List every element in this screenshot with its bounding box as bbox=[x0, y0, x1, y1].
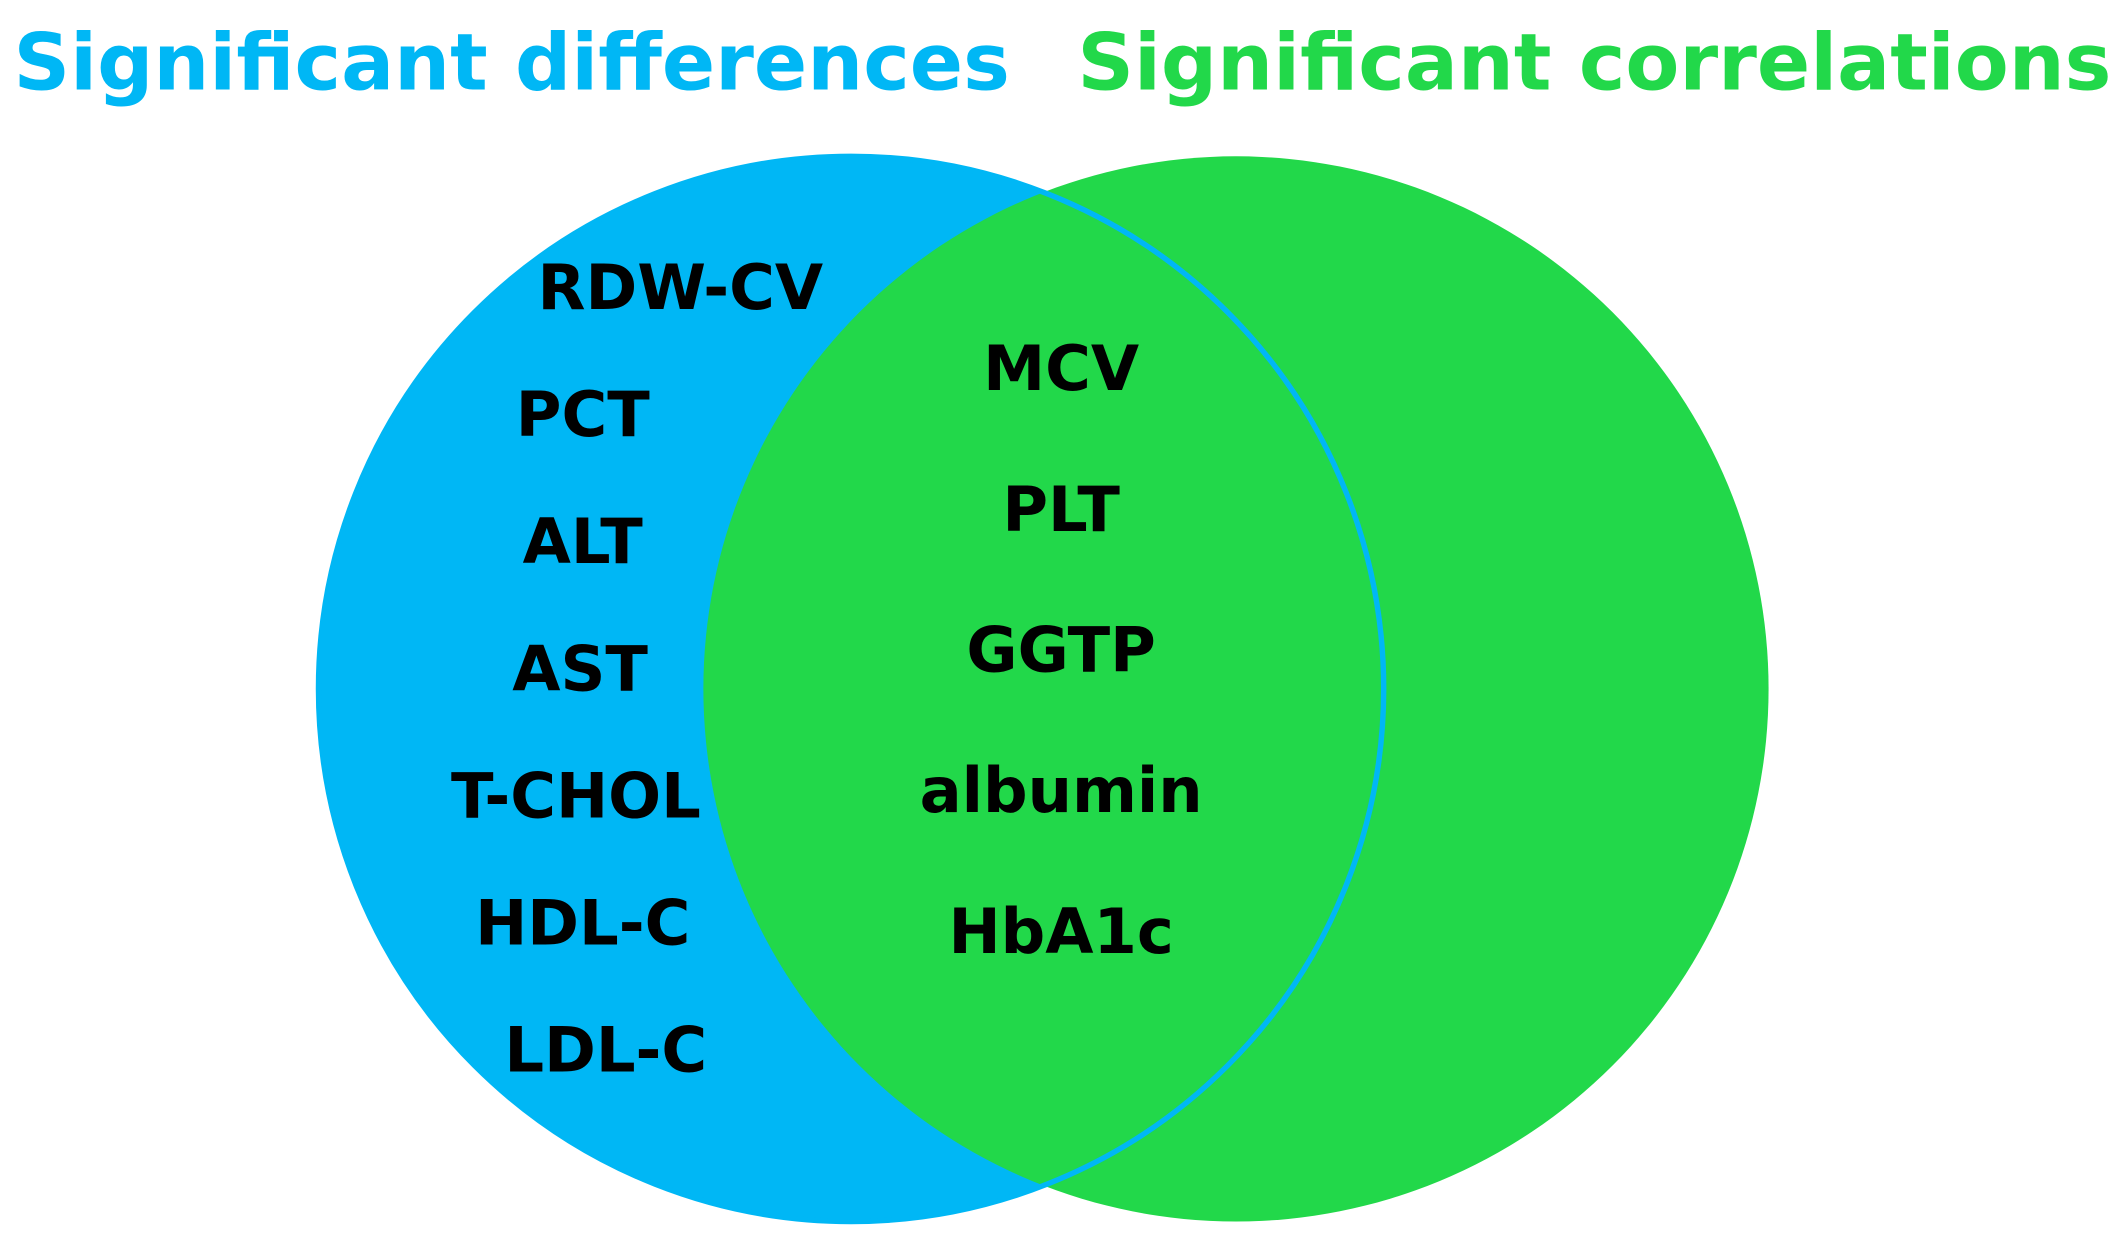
left-item: ALT bbox=[523, 505, 644, 578]
intersection-item: MCV bbox=[983, 332, 1139, 405]
left-item: AST bbox=[512, 632, 648, 705]
left-item: PCT bbox=[516, 378, 650, 451]
title-right: Significant correlations bbox=[1077, 17, 2111, 109]
left-item: HDL-C bbox=[475, 887, 690, 960]
title-left: Significant differences bbox=[14, 17, 1010, 109]
intersection-item: albumin bbox=[920, 754, 1203, 827]
intersection-item: HbA1c bbox=[948, 895, 1173, 968]
intersection-item: GGTP bbox=[966, 614, 1155, 687]
left-item: T-CHOL bbox=[451, 759, 701, 832]
set-outline-differences bbox=[315, 153, 1387, 1225]
left-item: LDL-C bbox=[504, 1014, 707, 1087]
items: RDW-CV PCT ALT AST T-CHOL HDL-C LDL-C MCV PLT GGT… bbox=[451, 251, 1203, 1087]
intersection-item: PLT bbox=[1002, 473, 1120, 546]
left-item: RDW-CV bbox=[538, 251, 824, 324]
set-circle-correlations bbox=[703, 156, 1769, 1222]
